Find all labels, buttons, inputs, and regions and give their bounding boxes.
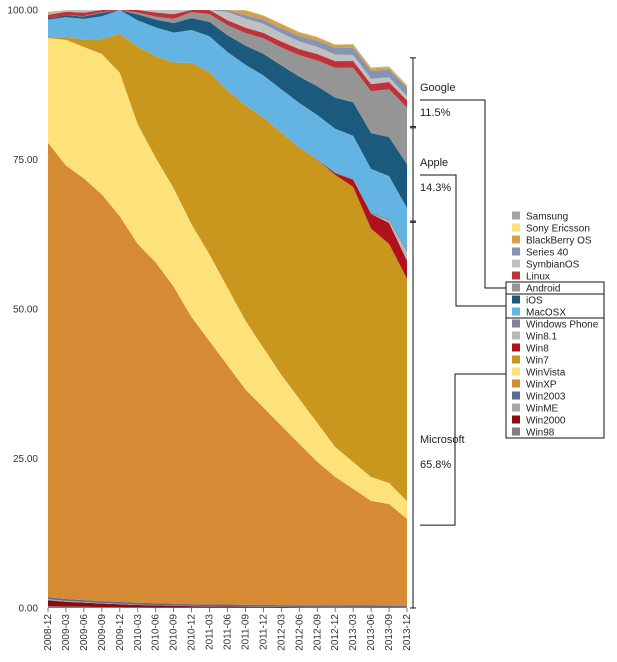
legend-label-win8-1: Win8.1: [526, 332, 558, 343]
legend-label-samsung: Samsung: [526, 212, 568, 223]
legend-label-winme: WinME: [526, 404, 559, 415]
x-tick-label: 2009-03: [61, 614, 72, 651]
legend-swatch-winme: [512, 403, 520, 412]
x-tick-label: 2013-03: [348, 614, 359, 651]
connector-microsoft: [420, 373, 506, 526]
legend-label-win2000: Win2000: [526, 416, 566, 427]
legend-swatch-macosx: [512, 307, 520, 316]
legend-label-linux: Linux: [526, 272, 550, 283]
x-tick-label: 2010-09: [169, 614, 180, 651]
legend-swatch-ios: [512, 295, 520, 304]
legend-label-windows-phone: Windows Phone: [526, 320, 599, 331]
y-tick-label: 25.00: [13, 454, 38, 465]
x-tick-label: 2012-09: [312, 614, 323, 651]
y-tick-label: 75.00: [13, 155, 38, 166]
legend-label-win98: Win98: [526, 428, 555, 439]
legend-swatch-android: [512, 283, 520, 292]
legend-swatch-win8: [512, 343, 520, 352]
legend-swatch-linux: [512, 271, 520, 280]
x-tick-label: 2012-03: [276, 614, 287, 651]
area-win2003: [48, 597, 407, 608]
legend-swatch-winxp: [512, 379, 520, 388]
x-tick-label: 2009-06: [79, 614, 90, 651]
legend-label-symbianos: SymbianOS: [526, 260, 580, 271]
legend-label-blackberry-os: BlackBerry OS: [526, 236, 592, 247]
legend-label-series-40: Series 40: [526, 248, 569, 259]
x-tick-label: 2010-06: [151, 614, 162, 651]
legend-swatch-win8-1: [512, 331, 520, 340]
legend-swatch-symbianos: [512, 259, 520, 268]
legend-swatch-sony-ericsson: [512, 223, 520, 232]
legend-swatch-win7: [512, 355, 520, 364]
legend-swatch-samsung: [512, 211, 520, 220]
legend-label-winvista: WinVista: [526, 368, 566, 379]
legend-label-sony-ericsson: Sony Ericsson: [526, 224, 590, 235]
stacked-areas: [48, 10, 407, 608]
annotation-share-microsoft: 65.8%: [420, 459, 451, 471]
x-tick-label: 2011-09: [240, 614, 251, 650]
area-macosx: [48, 10, 407, 250]
area-android: [48, 10, 407, 165]
x-tick-label: 2010-03: [133, 614, 144, 651]
x-tick-label: 2013-06: [366, 614, 377, 651]
area-win7: [48, 33, 407, 502]
x-tick-label: 2012-12: [330, 614, 341, 651]
legend-label-win2003: Win2003: [526, 392, 566, 403]
company-brackets: Google 11.5% Apple 14.3% Microsoft 65.8%: [410, 57, 605, 609]
x-tick-label: 2011-03: [205, 614, 216, 650]
legend-swatch-windows-phone: [512, 319, 520, 328]
y-tick-label: 50.00: [13, 305, 38, 316]
x-tick-label: 2009-12: [115, 614, 126, 651]
area-series-40: [48, 10, 407, 97]
area-win98: [48, 606, 407, 608]
connector-apple: [420, 174, 506, 307]
area-win2000: [48, 600, 407, 608]
legend-label-winxp: WinXP: [526, 380, 557, 391]
x-tick-label: 2013-09: [384, 614, 395, 651]
legend-swatch-win98: [512, 427, 520, 436]
legend-group-box-microsoft: [505, 317, 605, 439]
area-symbianos: [48, 10, 407, 101]
y-tick-label: 100.00: [7, 6, 38, 17]
x-axis: 2008-12 2009-03 2009-06 2009-09 2009-12 2010-…: [43, 608, 413, 651]
x-tick-label: 2011-06: [223, 614, 234, 650]
x-tick-label: 2013-12: [402, 614, 413, 651]
legend-swatch-win2003: [512, 391, 520, 400]
legend-swatch-series-40: [512, 247, 520, 256]
area-ios: [48, 10, 407, 209]
area-winvista: [48, 38, 407, 520]
legend-swatch-win2000: [512, 415, 520, 424]
legend-label-macosx: MacOSX: [526, 308, 566, 319]
legend-swatch-winvista: [512, 367, 520, 376]
y-tick-label: 0.00: [19, 604, 39, 615]
annotation-company-microsoft: Microsoft: [420, 434, 465, 446]
area-winxp: [48, 142, 407, 606]
legend-label-win8: Win8: [526, 344, 549, 355]
legend-label-ios: iOS: [526, 296, 543, 307]
annotation-share-apple: 14.3%: [420, 182, 451, 194]
x-tick-label: 2010-12: [187, 614, 198, 651]
legend-label-android: Android: [526, 284, 560, 295]
connector-google: [420, 99, 506, 289]
x-tick-label: 2012-06: [294, 614, 305, 651]
legend-swatch-blackberry-os: [512, 235, 520, 244]
annotation-company-apple: Apple: [420, 157, 448, 169]
annotation-company-google: Google: [420, 82, 455, 94]
x-tick-label: 2011-12: [258, 614, 269, 650]
y-axis: 0.00 25.00 50.00 75.00 100.00: [7, 6, 38, 615]
x-tick-label: 2009-09: [97, 614, 108, 651]
legend-label-win7: Win7: [526, 356, 549, 367]
x-tick-label: 2008-12: [43, 614, 54, 651]
annotation-share-google: 11.5%: [420, 107, 451, 119]
